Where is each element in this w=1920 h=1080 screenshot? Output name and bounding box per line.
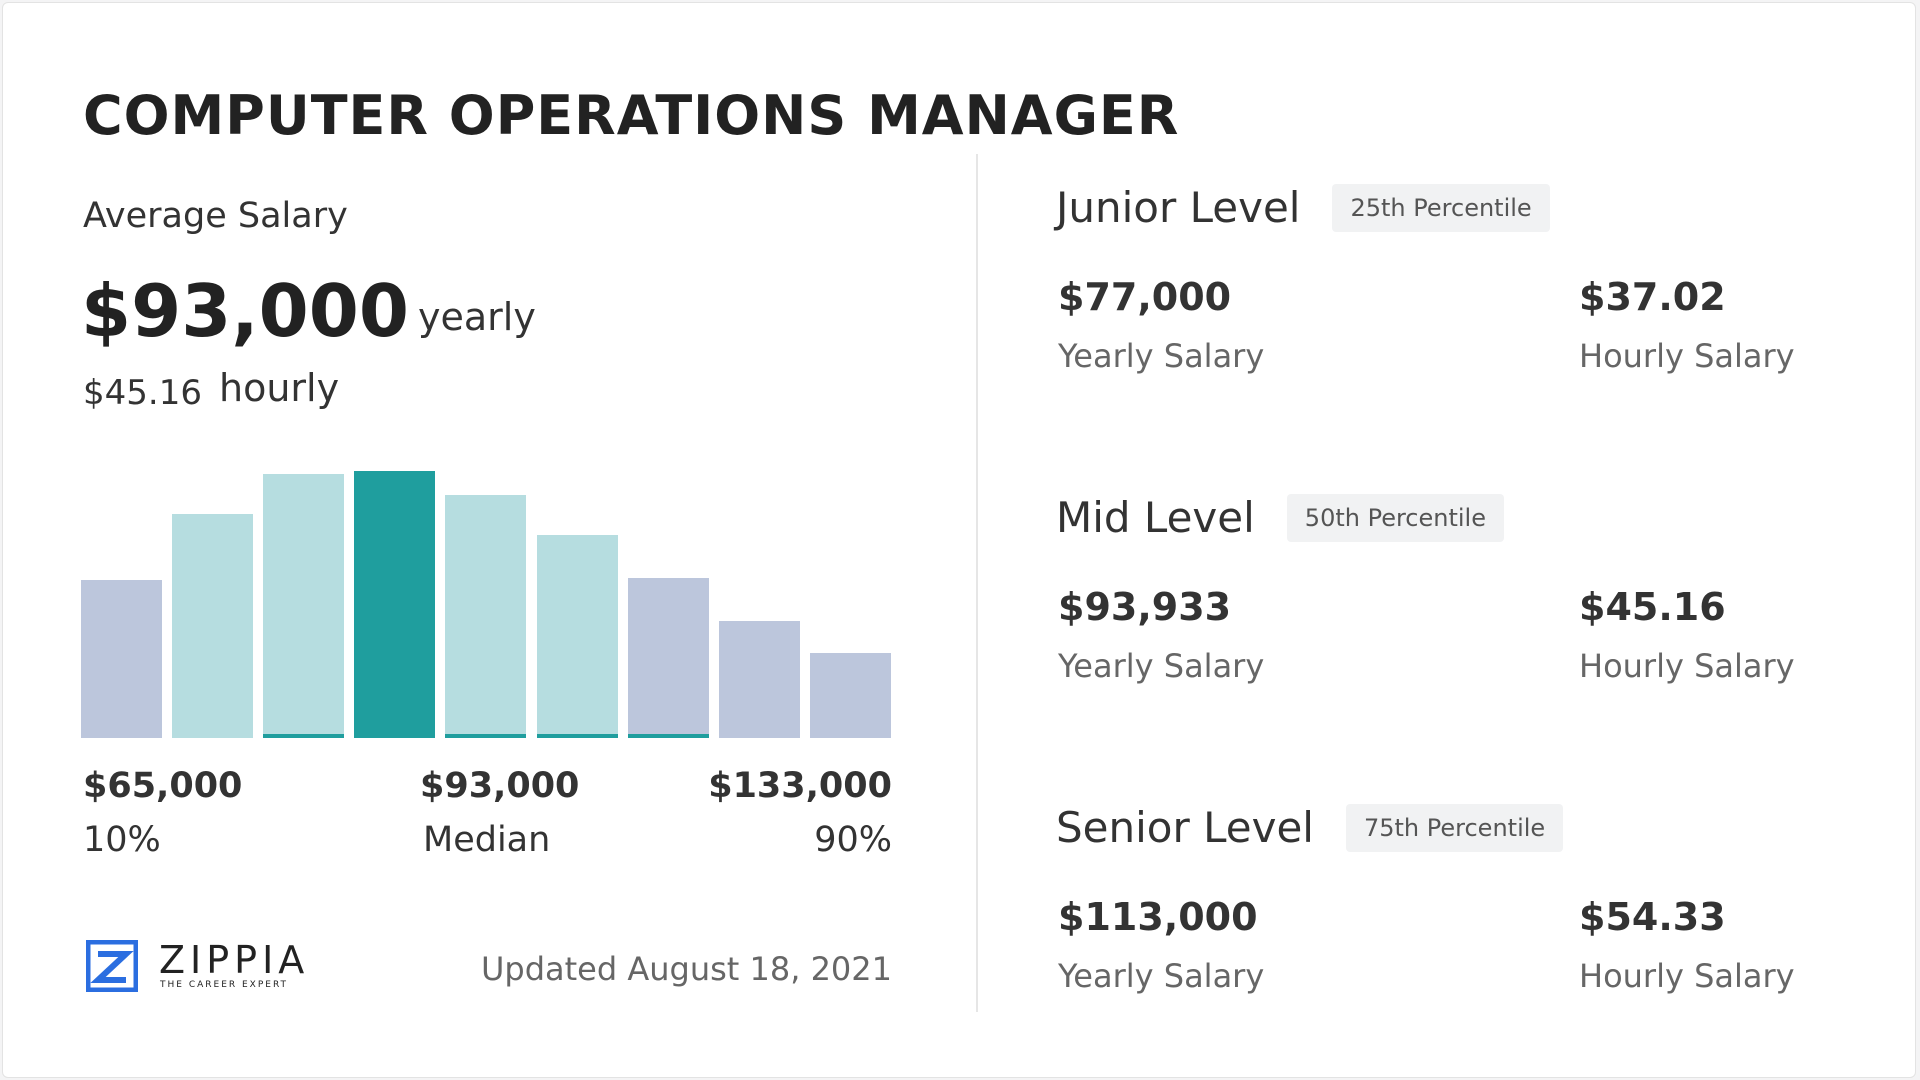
yearly-label: Yearly Salary (1058, 337, 1265, 375)
updated: Updated August 18, 2021 (480, 950, 892, 988)
bar-underline (536, 734, 618, 738)
average-yearly: $93,000 (81, 269, 409, 353)
yearly-unit: yearly (418, 295, 536, 339)
low-label: 10% (83, 820, 161, 860)
hourly-unit: hourly (219, 366, 340, 410)
logo-icon (86, 940, 138, 992)
divider (976, 154, 978, 1012)
histogram-bar (263, 473, 345, 738)
bar-underline (627, 734, 709, 738)
average-label: Average Salary (83, 196, 348, 236)
hourly-salary: $45.16 (1579, 585, 1726, 629)
title: COMPUTER OPERATIONS MANAGER (83, 84, 1180, 147)
level-heading: Junior Level 25th Percentile (1056, 183, 1550, 232)
histogram-bar (172, 513, 254, 738)
yearly-label: Yearly Salary (1058, 957, 1265, 995)
mid-salary: $93,000 (420, 766, 580, 806)
yearly-salary: $93,933 (1058, 585, 1232, 629)
histogram-bar (81, 580, 162, 738)
hourly-label: Hourly Salary (1579, 957, 1795, 995)
yearly-salary: $77,000 (1058, 275, 1232, 319)
bar-underline (445, 734, 527, 738)
level-name: Junior Level (1056, 183, 1301, 232)
histogram-bar (627, 577, 709, 738)
level-heading: Mid Level 50th Percentile (1056, 493, 1504, 542)
histogram-bar (445, 495, 527, 738)
percentile-badge: 75th Percentile (1345, 803, 1564, 852)
percentile-badge: 25th Percentile (1332, 183, 1550, 232)
level-heading: Senior Level 75th Percentile (1056, 803, 1564, 852)
high-label: 90% (814, 820, 892, 860)
tagline: THE CAREER EXPERT (160, 980, 289, 990)
hourly-salary: $37.02 (1579, 275, 1726, 319)
percentile-badge: 50th Percentile (1286, 493, 1504, 542)
average-hourly: $45.16 (83, 373, 202, 413)
histogram-bar (809, 652, 891, 738)
bar-underline (263, 734, 345, 738)
histogram (81, 3, 893, 743)
histogram-bar (718, 620, 800, 738)
hourly-salary: $54.33 (1579, 895, 1726, 939)
low-salary: $65,000 (83, 766, 243, 806)
high-salary: $133,000 (708, 766, 892, 806)
histogram-bar (354, 471, 436, 738)
yearly-label: Yearly Salary (1058, 647, 1265, 685)
brand: ZIPPIA (159, 938, 310, 982)
hourly-label: Hourly Salary (1579, 647, 1795, 685)
yearly-salary: $113,000 (1058, 895, 1258, 939)
level-name: Senior Level (1056, 803, 1314, 852)
level-name: Mid Level (1056, 493, 1255, 542)
hourly-label: Hourly Salary (1579, 337, 1795, 375)
mid-label: Median (423, 820, 551, 860)
histogram-bar (536, 535, 618, 738)
